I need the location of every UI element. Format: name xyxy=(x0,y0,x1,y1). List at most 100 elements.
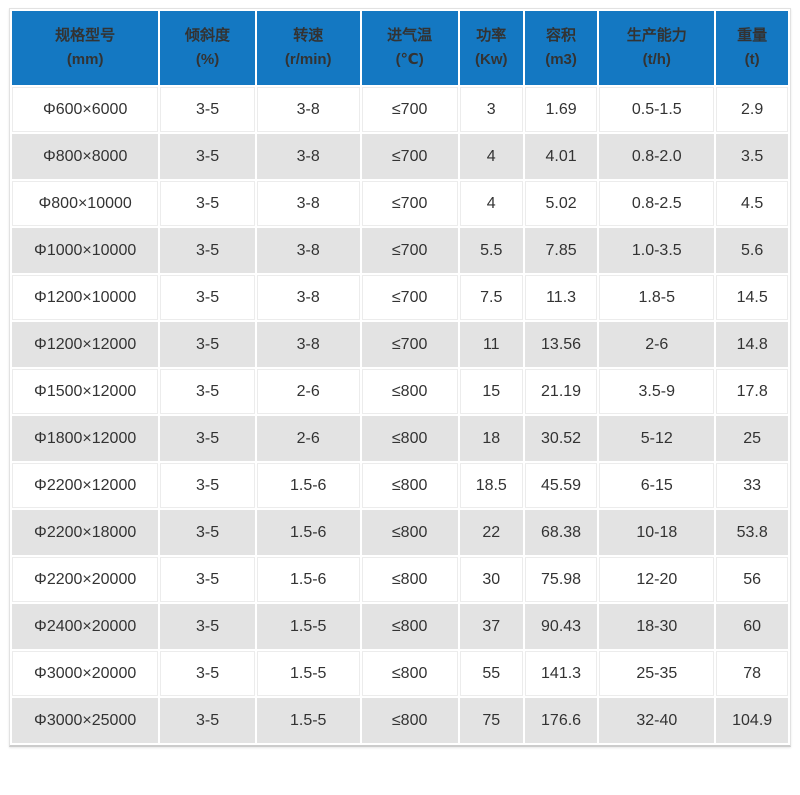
table-cell: 68.38 xyxy=(524,510,598,555)
table-cell: 2.9 xyxy=(716,87,788,132)
table-cell: 176.6 xyxy=(524,698,598,743)
table-cell: 3-5 xyxy=(160,134,255,179)
table-cell: Φ3000×25000 xyxy=(12,698,159,743)
table-cell: 5.5 xyxy=(459,228,523,273)
table-cell: 4 xyxy=(459,181,523,226)
table-cell: Φ1200×10000 xyxy=(12,275,159,320)
table-row: Φ1800×12000 3-5 2-6 ≤800 18 30.52 5-12 25 xyxy=(12,416,788,461)
table-row: Φ3000×25000 3-5 1.5-5 ≤800 75 176.6 32-40 104.9 xyxy=(12,698,788,743)
table-cell: 3-8 xyxy=(256,87,360,132)
table-cell: 7.85 xyxy=(524,228,598,273)
column-header-unit: (%) xyxy=(195,51,220,68)
table-cell: Φ1500×12000 xyxy=(12,369,159,414)
table-cell: 141.3 xyxy=(524,651,598,696)
table-row: Φ800×10000 3-5 3-8 ≤700 4 5.02 0.8-2.5 4.5 xyxy=(12,181,788,226)
table-header: 规格型号 (mm) 倾斜度 (%) 转速 (r/min) 进气温 (℃) 功率 (Kw) 容积 (m3… xyxy=(12,11,788,85)
table-cell: 3-8 xyxy=(256,134,360,179)
table-cell: 7.5 xyxy=(459,275,523,320)
table-cell: Φ1800×12000 xyxy=(12,416,159,461)
column-header-label: 转速 xyxy=(293,27,324,44)
table-cell: 30 xyxy=(459,557,523,602)
spec-table-container: 规格型号 (mm) 倾斜度 (%) 转速 (r/min) 进气温 (℃) 功率 (Kw) 容积 (m3… xyxy=(9,8,791,747)
table-cell: 25 xyxy=(716,416,788,461)
table-row: Φ800×8000 3-5 3-8 ≤700 4 4.01 0.8-2.0 3.5 xyxy=(12,134,788,179)
table-cell: 4.01 xyxy=(524,134,598,179)
header-row: 规格型号 (mm) 倾斜度 (%) 转速 (r/min) 进气温 (℃) 功率 (Kw) 容积 (m3… xyxy=(12,11,788,85)
table-cell: 3-5 xyxy=(160,322,255,367)
table-cell: 3-5 xyxy=(160,698,255,743)
table-row: Φ600×6000 3-5 3-8 ≤700 3 1.69 0.5-1.5 2.9 xyxy=(12,87,788,132)
table-cell: 22 xyxy=(459,510,523,555)
table-cell: Φ3000×20000 xyxy=(12,651,159,696)
table-cell: 2-6 xyxy=(256,416,360,461)
table-cell: 78 xyxy=(716,651,788,696)
table-cell: 14.5 xyxy=(716,275,788,320)
column-header-label: 进气温 xyxy=(387,27,433,44)
column-header-label: 容积 xyxy=(546,27,577,44)
table-cell: 1.5-6 xyxy=(256,557,360,602)
table-cell: 3.5-9 xyxy=(599,369,715,414)
column-header-label: 规格型号 xyxy=(55,27,116,44)
table-cell: 11.3 xyxy=(524,275,598,320)
column-header-unit: (Kw) xyxy=(475,51,508,68)
table-cell: 3-5 xyxy=(160,604,255,649)
table-cell: Φ1000×10000 xyxy=(12,228,159,273)
table-cell: Φ2200×20000 xyxy=(12,557,159,602)
column-header-3: 转速 (r/min) xyxy=(256,11,360,85)
table-cell: 75.98 xyxy=(524,557,598,602)
table-row: Φ2400×20000 3-5 1.5-5 ≤800 37 90.43 18-30 60 xyxy=(12,604,788,649)
table-cell: 3-5 xyxy=(160,651,255,696)
table-cell: 3-8 xyxy=(256,228,360,273)
column-header-label: 重量 xyxy=(737,27,768,44)
table-cell: 56 xyxy=(716,557,788,602)
table-cell: 3.5 xyxy=(716,134,788,179)
table-cell: 2-6 xyxy=(599,322,715,367)
table-cell: 33 xyxy=(716,463,788,508)
table-cell: 3-5 xyxy=(160,87,255,132)
table-cell: 3 xyxy=(459,87,523,132)
table-cell: 3-5 xyxy=(160,416,255,461)
table-cell: 18-30 xyxy=(599,604,715,649)
table-cell: Φ2400×20000 xyxy=(12,604,159,649)
table-cell: 2-6 xyxy=(256,369,360,414)
table-row: Φ2200×18000 3-5 1.5-6 ≤800 22 68.38 10-18 53.8 xyxy=(12,510,788,555)
column-header-4: 进气温 (℃) xyxy=(361,11,458,85)
table-cell: 0.8-2.5 xyxy=(599,181,715,226)
table-cell: ≤700 xyxy=(361,228,458,273)
column-header-8: 重量 (t) xyxy=(716,11,788,85)
table-cell: ≤800 xyxy=(361,510,458,555)
table-row: Φ3000×20000 3-5 1.5-5 ≤800 55 141.3 25-35 78 xyxy=(12,651,788,696)
table-cell: 1.5-5 xyxy=(256,604,360,649)
table-cell: ≤800 xyxy=(361,604,458,649)
table-cell: 11 xyxy=(459,322,523,367)
table-cell: 60 xyxy=(716,604,788,649)
table-cell: 14.8 xyxy=(716,322,788,367)
table-cell: 104.9 xyxy=(716,698,788,743)
table-cell: 12-20 xyxy=(599,557,715,602)
column-header-label: 生产能力 xyxy=(626,27,687,44)
table-row: Φ1000×10000 3-5 3-8 ≤700 5.5 7.85 1.0-3.5 5.6 xyxy=(12,228,788,273)
table-cell: ≤800 xyxy=(361,557,458,602)
table-cell: 3-5 xyxy=(160,463,255,508)
table-cell: 1.5-5 xyxy=(256,651,360,696)
table-cell: 18 xyxy=(459,416,523,461)
table-cell: 13.56 xyxy=(524,322,598,367)
table-cell: 15 xyxy=(459,369,523,414)
table-cell: 45.59 xyxy=(524,463,598,508)
table-cell: 37 xyxy=(459,604,523,649)
table-cell: Φ600×6000 xyxy=(12,87,159,132)
table-row: Φ1500×12000 3-5 2-6 ≤800 15 21.19 3.5-9 17.8 xyxy=(12,369,788,414)
table-cell: 75 xyxy=(459,698,523,743)
table-cell: 1.0-3.5 xyxy=(599,228,715,273)
table-row: Φ2200×12000 3-5 1.5-6 ≤800 18.5 45.59 6-15 33 xyxy=(12,463,788,508)
table-cell: 3-5 xyxy=(160,510,255,555)
table-cell: Φ1200×12000 xyxy=(12,322,159,367)
table-cell: 3-5 xyxy=(160,557,255,602)
table-row: Φ1200×10000 3-5 3-8 ≤700 7.5 11.3 1.8-5 14.5 xyxy=(12,275,788,320)
table-cell: ≤800 xyxy=(361,369,458,414)
table-row: Φ2200×20000 3-5 1.5-6 ≤800 30 75.98 12-20 56 xyxy=(12,557,788,602)
table-cell: 3-8 xyxy=(256,181,360,226)
table-cell: 1.8-5 xyxy=(599,275,715,320)
table-cell: Φ800×10000 xyxy=(12,181,159,226)
table-cell: 1.5-5 xyxy=(256,698,360,743)
